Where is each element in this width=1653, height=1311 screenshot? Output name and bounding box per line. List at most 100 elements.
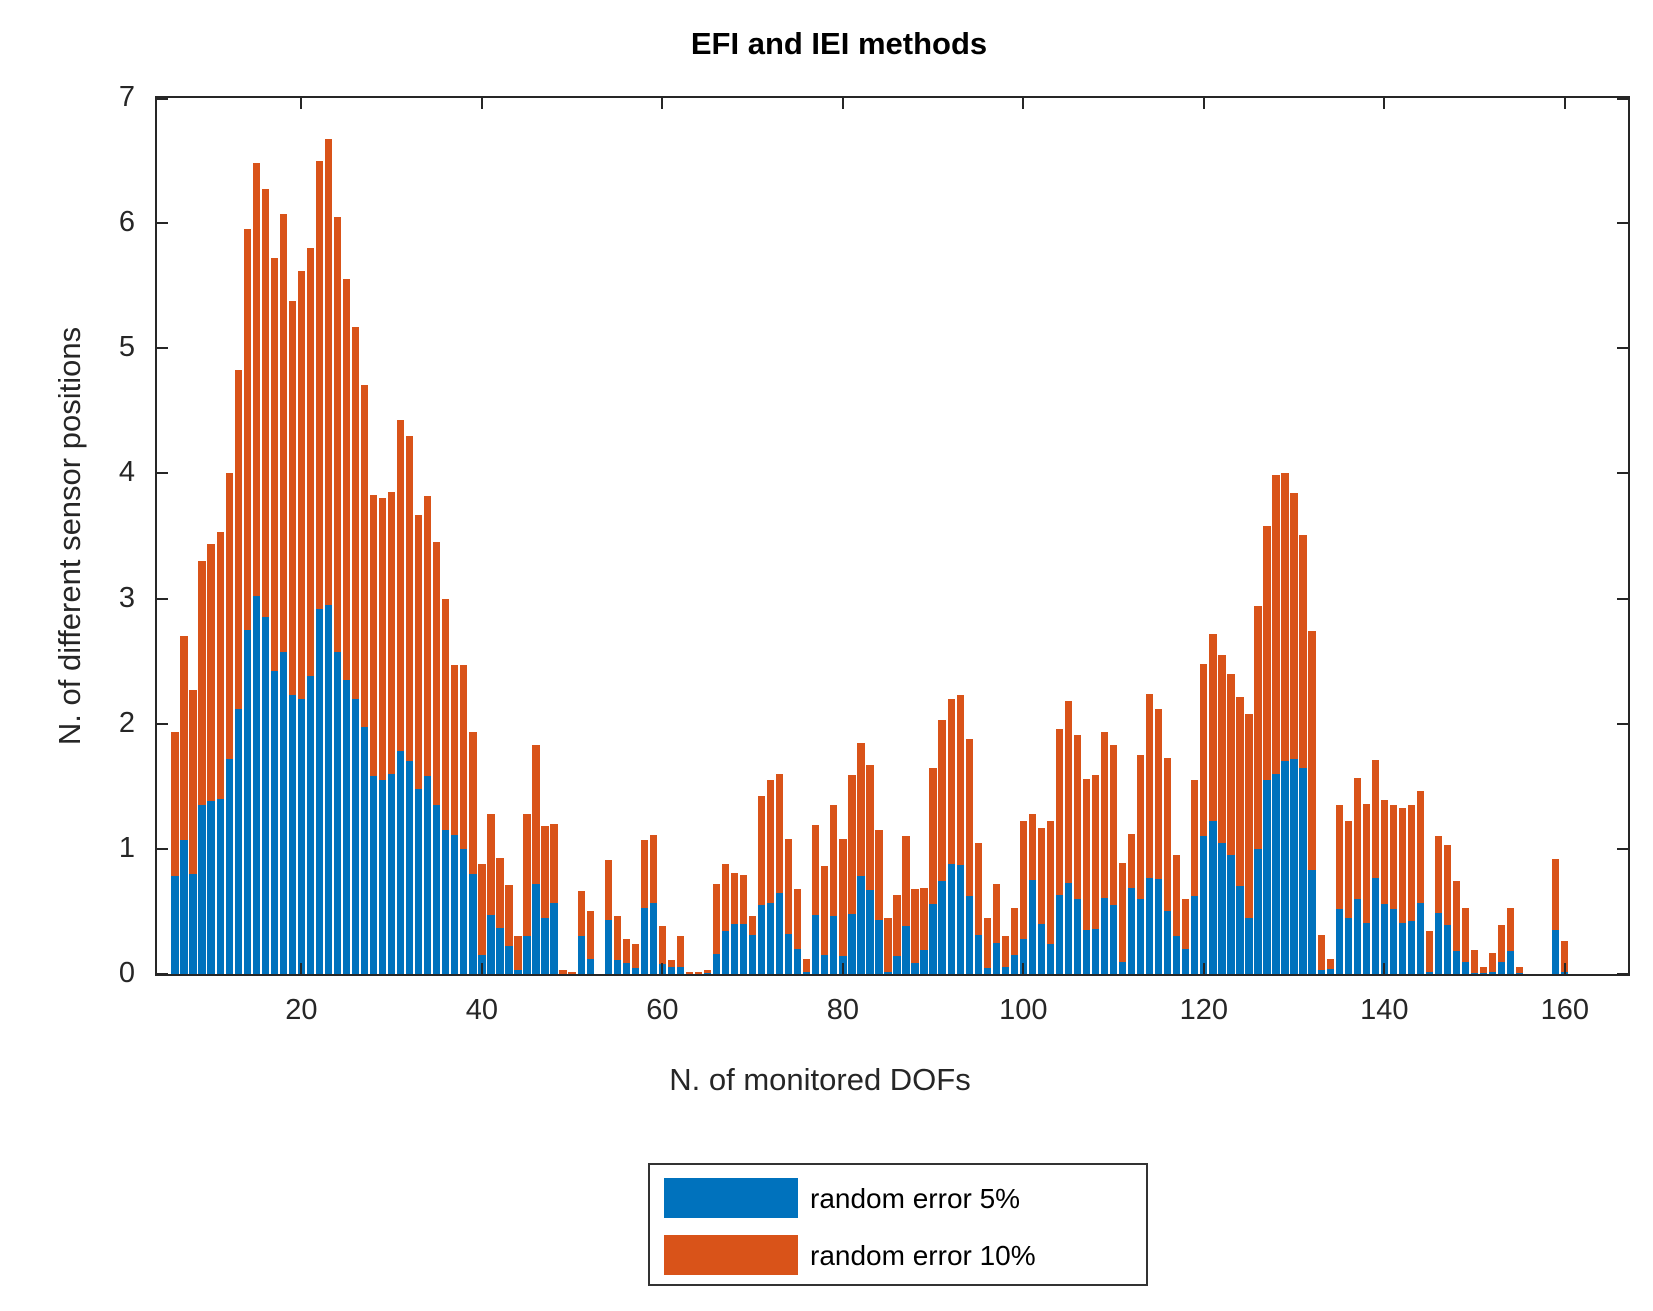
bar-segment-5pct [189,873,197,974]
bar-segment-10pct [505,885,513,947]
bar-segment-5pct [541,917,549,974]
bar-segment-10pct [1037,827,1046,924]
bar-segment-10pct [1290,493,1298,759]
y-tick-mirror [1617,98,1628,100]
bar-segment-10pct [1362,803,1370,923]
bar-segment-5pct [297,698,306,974]
bar-segment-5pct [1173,936,1181,974]
bar-segment-10pct [1498,925,1506,962]
bar-segment-10pct [342,279,351,680]
bar-segment-5pct [261,617,269,974]
bar-segment-10pct [243,229,251,630]
plot-area [155,96,1630,976]
bar-segment-5pct [821,955,829,974]
bar-segment-10pct [406,435,414,762]
bar-segment-10pct [640,840,648,908]
bar-segment-5pct [1281,761,1289,974]
bar-segment-10pct [1146,693,1154,878]
bar-segment-10pct [1425,931,1434,972]
bar-segment-5pct [1200,836,1208,974]
bar-segment-5pct [1010,955,1018,974]
bar-segment-10pct [198,561,206,806]
y-tick-mirror [1617,847,1628,850]
bar-segment-10pct [387,492,396,774]
bar-segment-5pct [1227,855,1235,974]
bar-segment-10pct [721,863,730,932]
x-tick-mirror [1022,98,1025,109]
y-tick [157,347,168,350]
bar-segment-10pct [315,160,324,609]
bar-segment-10pct [1236,697,1244,887]
y-tick [157,472,168,475]
bar-segment-5pct [288,694,296,974]
bar-segment-10pct [1353,777,1361,899]
bar-segment-10pct [857,742,865,877]
bar-segment-5pct [216,798,224,974]
y-axis-label: N. of different sensor positions [52,326,87,746]
bar-segment-10pct [1209,633,1217,822]
x-tick [1022,963,1025,974]
bar-segment-10pct [613,916,621,961]
bar-segment-5pct [1416,902,1425,974]
bar-segment-10pct [1064,701,1073,883]
bar-segment-5pct [207,801,215,974]
bar-segment-10pct [1091,775,1100,929]
bar-segment-5pct [577,936,585,974]
x-tick-mirror [1202,98,1205,109]
bar-segment-5pct [667,966,676,974]
bar-segment-5pct [812,915,820,974]
bar-segment-5pct [369,776,378,974]
bar-segment-10pct [884,917,892,972]
bar-segment-5pct [1498,961,1506,974]
bar-segment-5pct [460,848,468,974]
legend-label-10pct: random error 10% [810,1240,1036,1271]
x-tick [841,963,844,974]
bar-segment-10pct [360,384,369,728]
bar-segment-10pct [225,473,233,759]
bar-segment-10pct [1073,735,1082,899]
bar-segment-5pct [739,923,748,974]
bar-segment-10pct [424,495,432,777]
bar-segment-5pct [1218,842,1226,974]
x-axis-label: N. of monitored DOFs [669,1062,971,1097]
bar-segment-10pct [1100,732,1109,898]
bar-segment-10pct [776,773,784,893]
bar-segment-5pct [1272,773,1280,974]
bar-segment-10pct [442,598,450,831]
bar-segment-5pct [1398,922,1407,974]
bar-segment-10pct [1326,959,1334,969]
bar-segment-5pct [776,892,784,974]
bar-segment-5pct [1389,908,1397,974]
bar-segment-10pct [1164,757,1172,912]
bar-segment-10pct [1128,833,1136,888]
bar-segment-10pct [514,936,522,971]
bar-segment-5pct [893,956,901,974]
x-tick [300,963,303,974]
bar-segment-10pct [622,938,630,963]
bar-segment-10pct [288,300,296,695]
bar-segment-10pct [757,796,766,906]
bar-segment-10pct [1028,813,1037,881]
bar-segment-10pct [252,163,260,597]
bar-segment-10pct [469,732,477,874]
x-tick-label: 100 [999,994,1048,1026]
bar-segment-5pct [1552,930,1560,974]
bar-segment-10pct [333,216,342,653]
bar-segment-10pct [703,970,712,973]
bar-segment-10pct [1335,805,1343,909]
bar-segment-5pct [225,758,233,974]
bar-segment-10pct [189,689,197,874]
bar-segment-5pct [884,971,892,974]
bar-segment-10pct [1191,780,1199,897]
bar-segment-5pct [613,960,621,974]
bar-segment-10pct [1019,821,1027,939]
bar-segment-5pct [676,966,685,974]
bar-segment-10pct [559,970,567,974]
bar-segment-10pct [1281,473,1289,762]
x-tick-mirror [661,98,664,109]
bar-segment-10pct [451,664,459,836]
bar-segment-5pct [243,629,251,974]
bar-segment-10pct [270,258,278,672]
bar-segment-5pct [1182,948,1190,974]
